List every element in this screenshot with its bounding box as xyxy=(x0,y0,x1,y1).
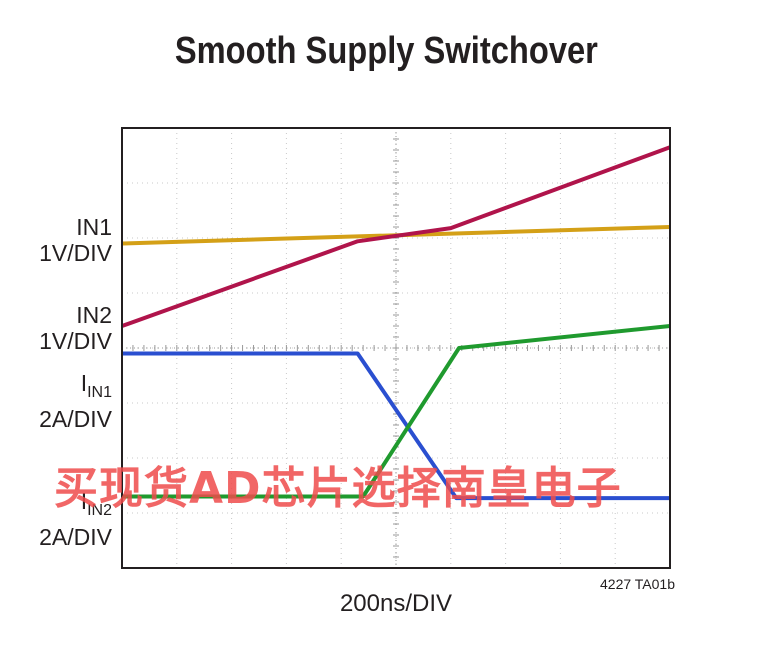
chart-title: Smooth Supply Switchover xyxy=(174,30,598,72)
x-axis-label: 200ns/DIV xyxy=(339,590,453,617)
in1-scale: 1V/DIV xyxy=(39,240,112,266)
iin2-label-main: I xyxy=(80,488,88,514)
iin2-label: IIN2 xyxy=(20,488,112,524)
iin1-label-sub: IN1 xyxy=(87,384,112,401)
y-label-in1: IN1 1V/DIV xyxy=(20,214,112,266)
iin1-label-main: I xyxy=(80,370,88,396)
figure-code: 4227 TA01b xyxy=(600,576,675,592)
trace-in2 xyxy=(121,145,671,328)
iin2-label-sub: IN2 xyxy=(87,502,112,519)
in2-label: IN2 xyxy=(76,302,112,328)
in1-label: IN1 xyxy=(76,214,112,240)
trace-iin2 xyxy=(122,324,671,499)
iin1-label: IIN1 xyxy=(20,370,112,406)
iin2-scale: 2A/DIV xyxy=(39,524,112,550)
watermark-text: 买现货AD芯片选择南皇电子 xyxy=(54,463,622,514)
y-label-iin2: IIN2 2A/DIV xyxy=(20,488,112,550)
plot-frame xyxy=(121,127,671,569)
y-label-in2: IN2 1V/DIV xyxy=(20,302,112,354)
iin1-scale: 2A/DIV xyxy=(39,406,112,432)
in2-scale: 1V/DIV xyxy=(39,328,112,354)
y-label-iin1: IIN1 2A/DIV xyxy=(20,370,112,432)
